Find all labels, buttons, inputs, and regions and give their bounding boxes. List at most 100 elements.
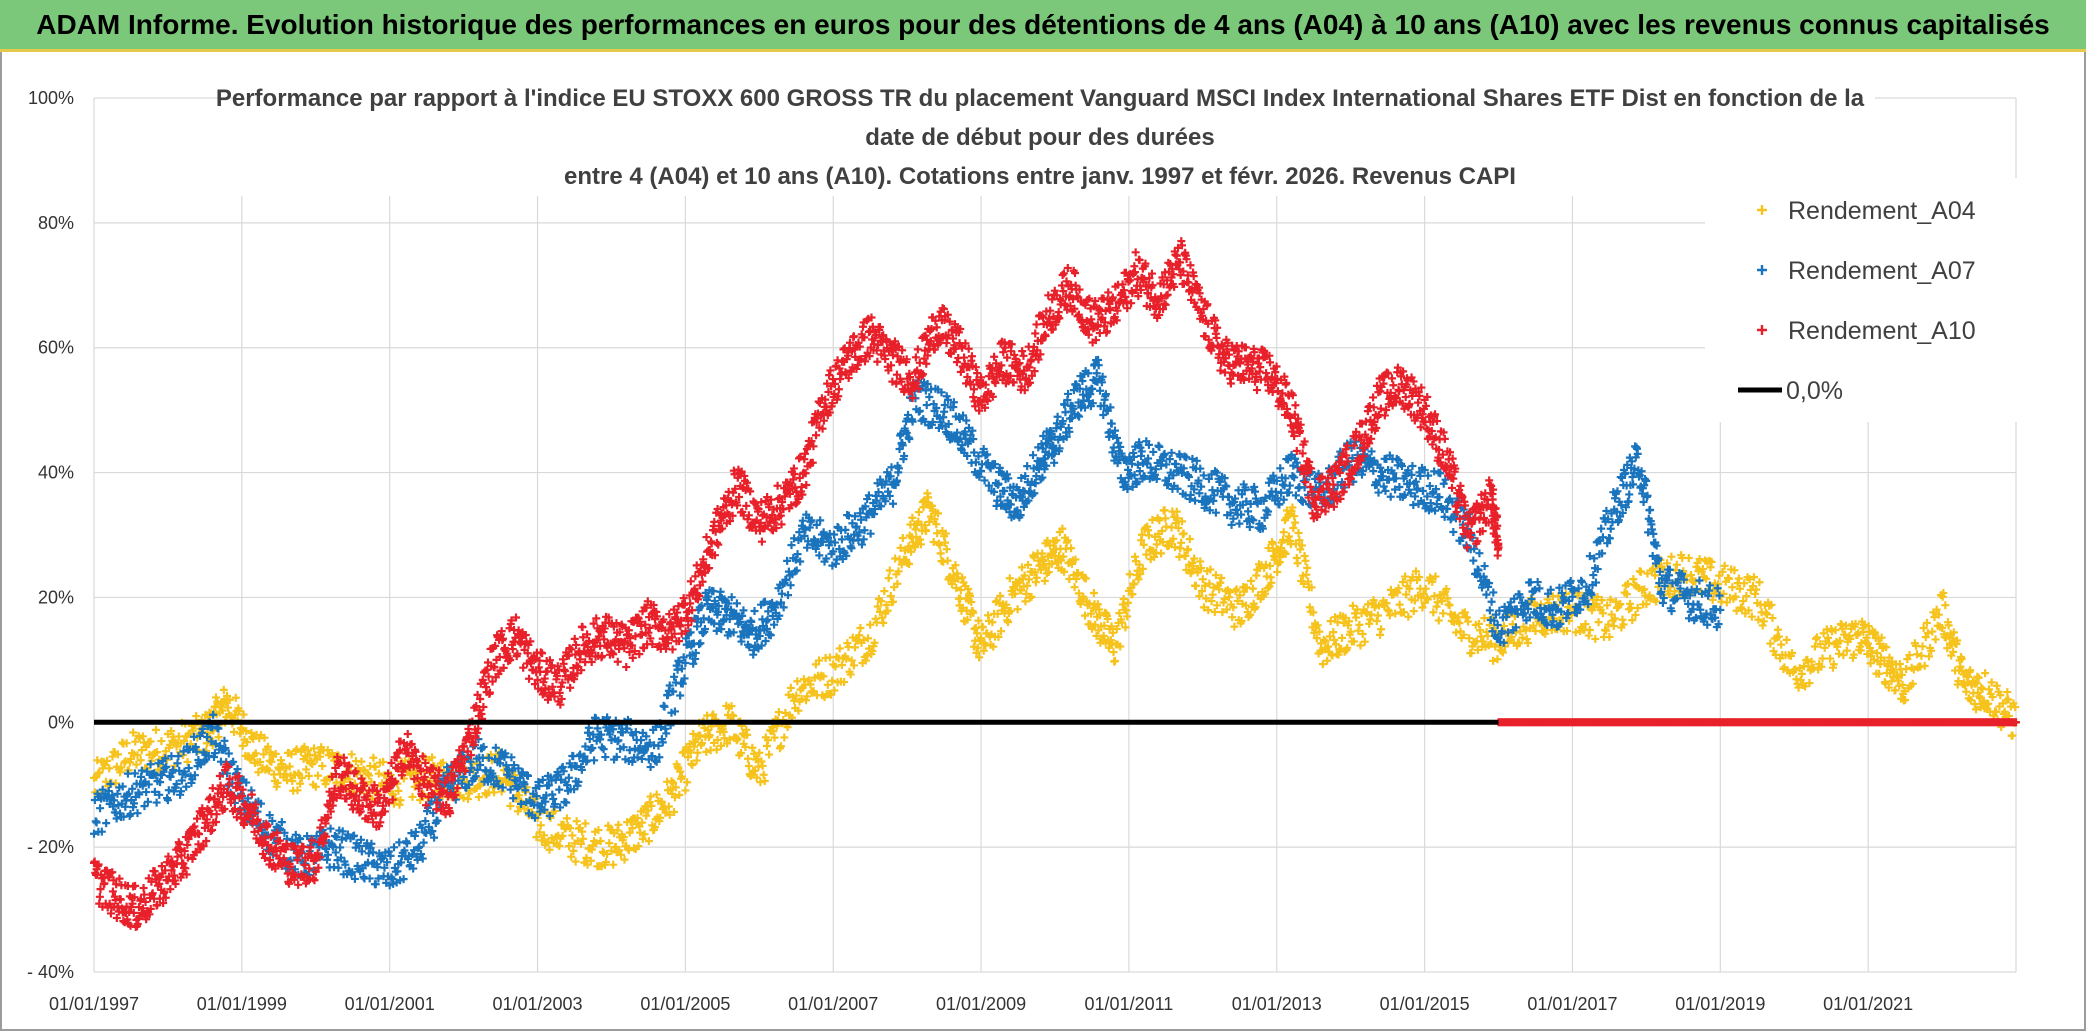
point-a07 <box>623 724 632 733</box>
point-a04 <box>914 508 923 517</box>
point-a04 <box>1121 623 1130 632</box>
series-Rendement_A10 <box>90 237 1503 931</box>
point-a07 <box>506 785 515 794</box>
point-a07 <box>1058 417 1067 426</box>
point-a04 <box>1329 628 1338 637</box>
point-a07 <box>564 773 573 782</box>
point-a07 <box>1133 477 1142 486</box>
point-a04 <box>1109 648 1118 657</box>
point-a04 <box>259 750 268 759</box>
point-a04 <box>246 755 255 764</box>
point-a07 <box>341 860 350 869</box>
point-a04 <box>243 738 252 747</box>
point-a04 <box>1251 603 1260 612</box>
point-a04 <box>974 616 983 625</box>
point-a07 <box>557 775 566 784</box>
point-a04 <box>1020 571 1029 580</box>
point-a07 <box>798 516 807 525</box>
point-a04 <box>1841 630 1850 639</box>
point-a04 <box>1171 543 1180 552</box>
point-a04 <box>1905 651 1914 660</box>
point-a10 <box>566 683 575 692</box>
point-a07 <box>922 401 931 410</box>
point-a04 <box>251 749 260 758</box>
point-a07 <box>331 848 340 857</box>
point-a07 <box>532 792 541 801</box>
point-a04 <box>1209 583 1218 592</box>
point-a10 <box>525 674 534 683</box>
point-a07 <box>737 637 746 646</box>
point-a07 <box>403 839 412 848</box>
point-a04 <box>1648 564 1657 573</box>
point-a04 <box>1831 626 1840 635</box>
point-a04 <box>239 710 248 719</box>
point-a07 <box>162 762 171 771</box>
point-a07 <box>350 831 359 840</box>
point-a07 <box>90 796 99 805</box>
point-a04 <box>956 586 965 595</box>
point-a07 <box>555 785 564 794</box>
point-a04 <box>1119 594 1128 603</box>
point-a10 <box>598 651 607 660</box>
point-a04 <box>670 808 679 817</box>
point-a07 <box>518 768 527 777</box>
point-a04 <box>1829 660 1838 669</box>
point-a04 <box>752 773 761 782</box>
point-a04 <box>633 813 642 822</box>
point-a07 <box>1489 588 1498 597</box>
point-a04 <box>1196 557 1205 566</box>
point-a04 <box>223 703 232 712</box>
point-a04 <box>1750 573 1759 582</box>
point-a04 <box>1977 683 1986 692</box>
point-a07 <box>142 788 151 797</box>
point-a04 <box>625 828 634 837</box>
point-a04 <box>911 525 920 534</box>
point-a07 <box>652 757 661 766</box>
point-a04 <box>1949 628 1958 637</box>
point-a04 <box>1585 626 1594 635</box>
point-a07 <box>804 537 813 546</box>
point-a07 <box>496 759 505 768</box>
y-tick-label: - 20% <box>27 837 74 857</box>
point-a07 <box>904 410 913 419</box>
point-a04 <box>267 757 276 766</box>
point-a04 <box>174 732 183 741</box>
point-a04 <box>1273 568 1282 577</box>
point-a04 <box>1943 644 1952 653</box>
point-a04 <box>1622 590 1631 599</box>
point-a04 <box>1818 654 1827 663</box>
point-a07 <box>409 864 418 873</box>
point-a07 <box>872 496 881 505</box>
point-a07 <box>492 776 501 785</box>
point-a07 <box>166 772 175 781</box>
point-a04 <box>842 654 851 663</box>
point-a07 <box>883 468 892 477</box>
point-a10 <box>195 830 204 839</box>
point-a07 <box>554 770 563 779</box>
point-a04 <box>428 753 437 762</box>
point-a04 <box>1927 646 1936 655</box>
point-a07 <box>156 778 165 787</box>
point-a04 <box>1777 640 1786 649</box>
point-a04 <box>1242 583 1251 592</box>
point-a04 <box>1902 664 1911 673</box>
point-a07 <box>395 838 404 847</box>
point-a07 <box>98 785 107 794</box>
point-a04 <box>1732 606 1741 615</box>
point-a07 <box>418 854 427 863</box>
point-a04 <box>815 656 824 665</box>
point-a04 <box>263 742 272 751</box>
point-a04 <box>1430 592 1439 601</box>
banner-title: ADAM Informe. Evolution historique des p… <box>36 8 2050 40</box>
point-a04 <box>1846 634 1855 643</box>
point-a04 <box>1849 650 1858 659</box>
point-a04 <box>1875 669 1884 678</box>
point-a04 <box>1841 621 1850 630</box>
point-a07 <box>143 797 152 806</box>
point-a04 <box>855 631 864 640</box>
point-a07 <box>1024 496 1033 505</box>
point-a04 <box>1394 584 1403 593</box>
point-a07 <box>1114 438 1123 447</box>
point-a07 <box>329 842 338 851</box>
point-a04 <box>1142 550 1151 559</box>
